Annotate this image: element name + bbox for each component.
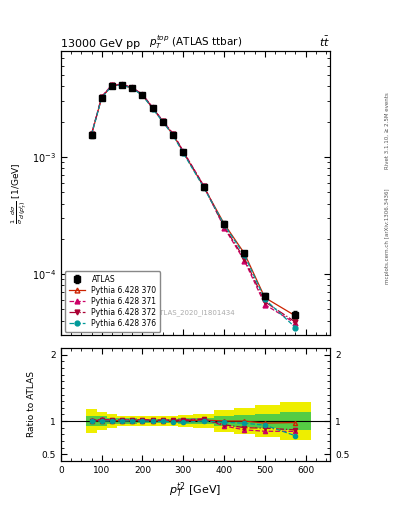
Pythia 6.428 370 (242, 250, 247, 257)
Pythia 6.428 376 (130, 85, 135, 91)
Pythia 6.428 371 (242, 258, 247, 264)
Pythia 6.428 376 (110, 82, 114, 89)
Line: Pythia 6.428 372: Pythia 6.428 372 (89, 82, 298, 325)
Title: $p_T^{top}$ (ATLAS ttbar): $p_T^{top}$ (ATLAS ttbar) (149, 33, 242, 51)
Text: ATLAS_2020_I1801434: ATLAS_2020_I1801434 (156, 309, 235, 316)
Pythia 6.428 371 (293, 321, 298, 327)
Pythia 6.428 371 (110, 82, 114, 88)
Pythia 6.428 371 (201, 182, 206, 188)
Legend: ATLAS, Pythia 6.428 370, Pythia 6.428 371, Pythia 6.428 372, Pythia 6.428 376: ATLAS, Pythia 6.428 370, Pythia 6.428 37… (65, 271, 160, 332)
Pythia 6.428 372 (110, 82, 114, 88)
Pythia 6.428 370 (140, 92, 145, 98)
Pythia 6.428 370 (151, 105, 155, 111)
Pythia 6.428 372 (171, 131, 175, 137)
Pythia 6.428 376 (201, 184, 206, 190)
Pythia 6.428 376 (120, 82, 125, 88)
Text: $t\bar{t}$: $t\bar{t}$ (319, 34, 330, 49)
Pythia 6.428 372 (293, 319, 298, 325)
Pythia 6.428 372 (99, 94, 104, 100)
Pythia 6.428 371 (171, 131, 175, 137)
X-axis label: $p_T^{t2}$ [GeV]: $p_T^{t2}$ [GeV] (169, 480, 222, 500)
Pythia 6.428 376 (160, 119, 165, 125)
Pythia 6.428 370 (171, 132, 175, 138)
Pythia 6.428 376 (89, 132, 94, 138)
Y-axis label: Ratio to ATLAS: Ratio to ATLAS (27, 372, 36, 437)
Line: Pythia 6.428 371: Pythia 6.428 371 (89, 82, 298, 326)
Text: mcplots.cern.ch [arXiv:1306.3436]: mcplots.cern.ch [arXiv:1306.3436] (385, 188, 389, 284)
Pythia 6.428 372 (242, 256, 247, 262)
Pythia 6.428 376 (263, 296, 267, 302)
Y-axis label: $\frac{1}{\sigma}\frac{d\sigma}{d\,(p_T^{t})}$ [1/GeV]: $\frac{1}{\sigma}\frac{d\sigma}{d\,(p_T^… (10, 162, 29, 224)
Pythia 6.428 370 (181, 149, 185, 155)
Pythia 6.428 370 (110, 82, 114, 89)
Pythia 6.428 372 (140, 92, 145, 98)
Pythia 6.428 370 (263, 294, 267, 301)
Pythia 6.428 376 (140, 92, 145, 98)
Pythia 6.428 376 (242, 252, 247, 258)
Pythia 6.428 370 (201, 184, 206, 190)
Pythia 6.428 376 (181, 150, 185, 156)
Pythia 6.428 370 (120, 82, 125, 88)
Text: 13000 GeV pp: 13000 GeV pp (61, 38, 140, 49)
Pythia 6.428 372 (130, 84, 135, 91)
Pythia 6.428 371 (140, 91, 145, 97)
Pythia 6.428 371 (151, 104, 155, 111)
Pythia 6.428 370 (130, 85, 135, 91)
Pythia 6.428 376 (293, 325, 298, 331)
Pythia 6.428 372 (160, 118, 165, 124)
Line: Pythia 6.428 376: Pythia 6.428 376 (89, 83, 298, 330)
Pythia 6.428 371 (130, 84, 135, 91)
Pythia 6.428 372 (181, 148, 185, 155)
Pythia 6.428 376 (99, 95, 104, 101)
Pythia 6.428 372 (89, 131, 94, 137)
Pythia 6.428 371 (99, 94, 104, 100)
Pythia 6.428 370 (99, 94, 104, 100)
Pythia 6.428 370 (293, 313, 298, 319)
Pythia 6.428 371 (89, 131, 94, 137)
Pythia 6.428 371 (222, 224, 226, 230)
Pythia 6.428 376 (222, 222, 226, 228)
Pythia 6.428 372 (263, 299, 267, 305)
Pythia 6.428 370 (222, 221, 226, 227)
Pythia 6.428 371 (120, 81, 125, 87)
Pythia 6.428 376 (151, 105, 155, 112)
Pythia 6.428 371 (263, 302, 267, 308)
Pythia 6.428 372 (120, 81, 125, 88)
Line: Pythia 6.428 370: Pythia 6.428 370 (89, 82, 298, 318)
Pythia 6.428 370 (89, 132, 94, 138)
Pythia 6.428 372 (151, 105, 155, 111)
Pythia 6.428 371 (181, 148, 185, 154)
Pythia 6.428 372 (201, 183, 206, 189)
Pythia 6.428 370 (160, 119, 165, 125)
Pythia 6.428 372 (222, 223, 226, 229)
Pythia 6.428 371 (160, 118, 165, 124)
Pythia 6.428 376 (171, 132, 175, 138)
Text: Rivet 3.1.10, ≥ 2.5M events: Rivet 3.1.10, ≥ 2.5M events (385, 92, 389, 169)
